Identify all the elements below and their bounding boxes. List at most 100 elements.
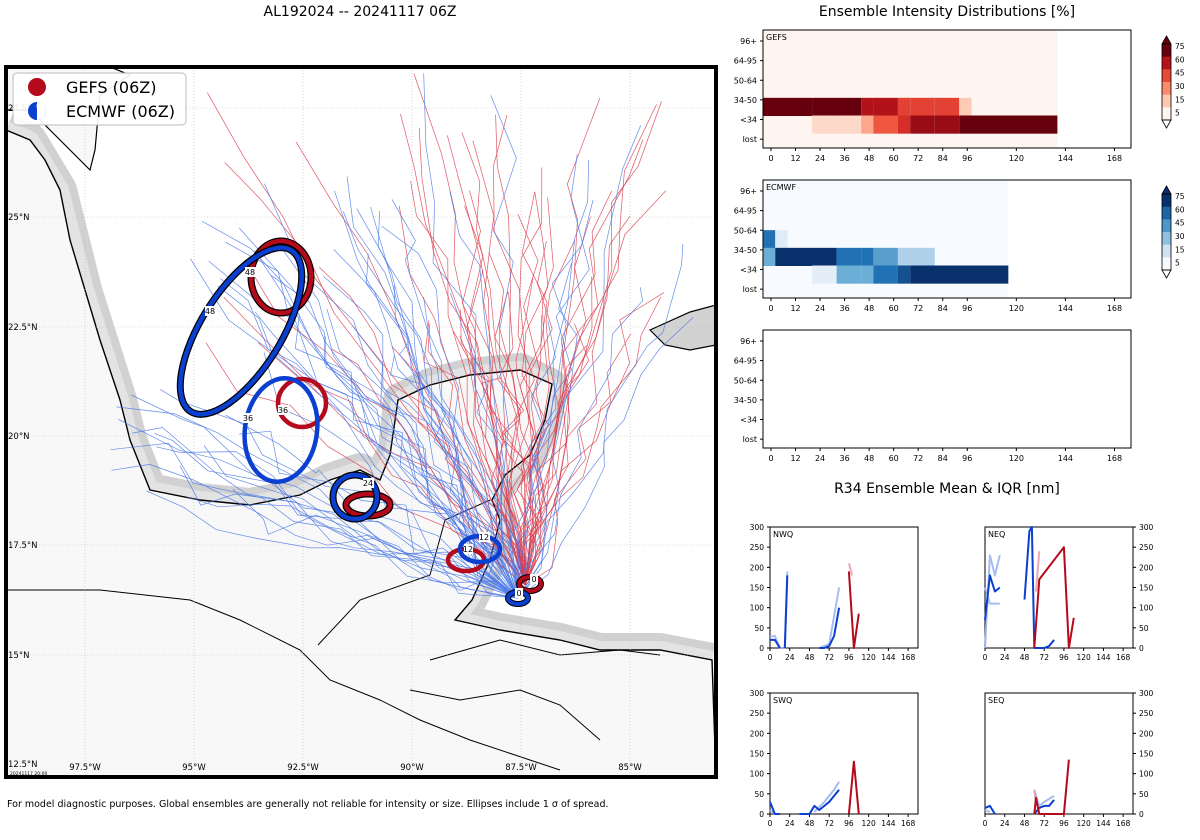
r34-y-label: 100 (750, 604, 765, 613)
r34-x-label: 72 (824, 819, 834, 828)
ensemble-track (203, 445, 519, 599)
r34-x-label: 96 (844, 653, 854, 662)
heatmap-cell (910, 265, 1009, 284)
colorbar-segment (1162, 257, 1171, 271)
colorbar: 75 60 45 30 15 5 (1161, 185, 1185, 279)
ensemble-track (514, 214, 540, 586)
heatmap-x-label: 48 (864, 454, 874, 462)
ensemble-track (524, 239, 576, 586)
r34-y-label: 100 (750, 770, 765, 779)
heatmap-y-label: lost (743, 285, 757, 294)
gefs-mean-line (847, 760, 860, 815)
heatmap-cell (861, 115, 874, 134)
colorbar-tick-label: 60 (1175, 55, 1185, 64)
ecmwf-label-48b: 48 (205, 307, 215, 316)
heatmap-cell (873, 115, 898, 134)
r34-quadrant-label: SWQ (773, 696, 792, 705)
heatmap-y-label: 96+ (740, 37, 757, 46)
heatmap-x-label: 60 (889, 454, 899, 462)
ecmwf-mean-line (770, 638, 781, 649)
colorbar-segment (1162, 44, 1171, 58)
heatmap-cell (910, 115, 935, 134)
heatmap-x-label: 36 (840, 304, 850, 313)
heatmap-cell (836, 115, 862, 134)
heatmap-y-label: 64-95 (734, 207, 757, 216)
heatmap-x-label: 24 (815, 154, 825, 163)
heatmap-cell (873, 97, 898, 116)
heatmap-title: Ensemble Intensity Distributions [%] (818, 4, 1076, 20)
ensemble-track (524, 104, 657, 586)
map-frame (4, 65, 718, 779)
colorbar-extend-bottom (1161, 269, 1172, 279)
r34-frame (769, 692, 919, 815)
colorbar-tick-label: 15 (1175, 95, 1185, 104)
heatmap-cell (897, 265, 911, 284)
ensemble-track (498, 291, 532, 586)
timestamp-stamp: 20241117 20:00 (10, 771, 47, 777)
colorbar-tick-label: 45 (1175, 69, 1185, 78)
r34-x-label: 144 (1096, 819, 1111, 828)
ecmwf-label-12: 12 (479, 533, 489, 542)
ensemble-track (294, 314, 519, 599)
r34-x-label: 48 (805, 819, 815, 828)
ensemble-track (156, 446, 519, 599)
heatmap-x-label: 144 (1058, 304, 1073, 313)
heatmap-cell (861, 265, 874, 284)
ensemble-track (423, 73, 519, 599)
heatmap-y-label: 50-64 (734, 376, 757, 385)
lon-label: 85°W (618, 763, 642, 773)
r34-x-label: 168 (1116, 653, 1131, 662)
ensemble-track (517, 154, 590, 599)
colorbar-tick-label: 30 (1175, 82, 1185, 91)
colorbar: 75 60 45 30 15 5 (1161, 35, 1185, 129)
ecmwf-label-24: 24 (363, 479, 373, 488)
r34-x-label: 72 (1039, 653, 1049, 662)
ellipse-labels: 48 48 36 36 24 12 12 0 0 (205, 267, 538, 598)
heatmap-x-label: 96 (962, 154, 972, 163)
r34-y-label: 50 (1139, 624, 1149, 633)
r34-panel-swq: SWQ 0 24 48 72 96 120 144 168 0 50 100 150 200 250 300 (750, 689, 919, 828)
heatmap-x-label: 60 (889, 154, 899, 163)
r34-y-label: 250 (750, 709, 765, 718)
r34-x-label: 120 (862, 653, 877, 662)
ensemble-track (452, 330, 526, 586)
gefs-legend-icon (28, 78, 46, 96)
heatmap-x-label: 84 (938, 454, 948, 462)
colorbar-tick-label: 60 (1175, 205, 1185, 214)
heatmap-x-label: 144 (1058, 154, 1073, 163)
r34-y-label: 150 (1139, 584, 1154, 593)
heatmap-frame (762, 29, 1132, 149)
ensemble-track (490, 95, 520, 599)
r34-y-label: 200 (750, 729, 765, 738)
gefs-ellipse-36 (275, 376, 329, 430)
heatmap-x-label: 72 (913, 454, 923, 462)
map-legend: GEFS (06Z) ECMWF (06Z) (12, 72, 187, 126)
ensemble-track (517, 263, 578, 599)
heatmap-cell (836, 265, 862, 284)
r34-y-label: 250 (1139, 543, 1154, 552)
ensemble-track (520, 315, 543, 586)
heatmap-x-label: 12 (790, 154, 800, 163)
heatmap-y-label: 50-64 (734, 76, 757, 85)
ensemble-track (524, 296, 662, 586)
heatmap-x-label: 168 (1107, 154, 1122, 163)
ensemble-track (413, 73, 526, 586)
ecmwf-mean-line (984, 804, 996, 815)
heatmap-x-label: 48 (864, 304, 874, 313)
ensemble-track (524, 292, 665, 586)
r34-frame (769, 526, 919, 649)
ensemble-track (224, 162, 526, 586)
ensemble-track (517, 159, 590, 599)
r34-y-label: 0 (1139, 644, 1144, 653)
r34-x-label: 96 (1059, 819, 1069, 828)
r34-y-label: 300 (750, 689, 765, 698)
r34-y-label: 100 (1139, 770, 1154, 779)
ecmwf-legend-label: ECMWF (06Z) (66, 102, 175, 121)
heatmap-cell (910, 97, 935, 116)
colorbar-segment (1162, 69, 1171, 83)
r34-y-label: 300 (750, 523, 765, 532)
heatmap-cell (873, 265, 898, 284)
r34-x-label: 72 (824, 653, 834, 662)
r34-x-label: 168 (901, 819, 916, 828)
gefs-iqr-line (1035, 551, 1041, 592)
